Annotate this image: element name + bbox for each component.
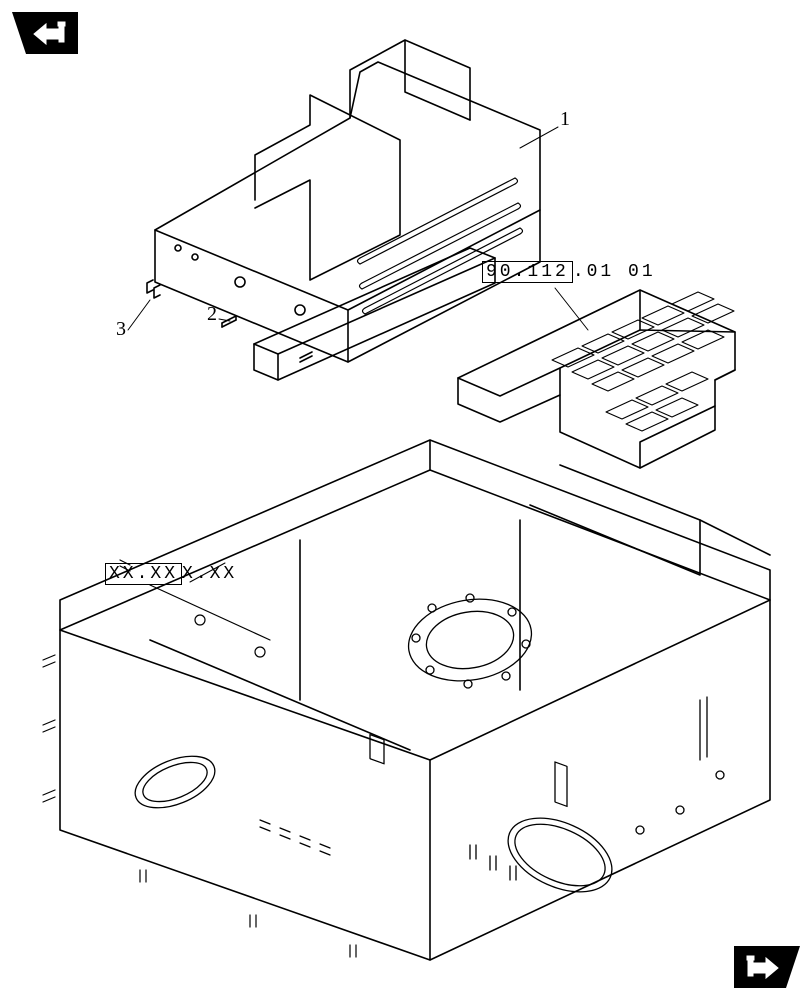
ref-upper-boxed: 90.112 [482, 261, 573, 283]
part-1-bracket [147, 40, 540, 362]
ref-lower-boxed: XX.XX [105, 563, 182, 585]
strip-plate [254, 248, 495, 380]
footstep-grille [458, 290, 735, 468]
exploded-view-drawing [0, 0, 812, 1000]
lower-box [43, 440, 770, 960]
ref-upper-tail: .01 01 [573, 262, 656, 282]
page: 1 2 3 90.112.01 01 XX.XXX.XX [0, 0, 812, 1000]
callout-1: 1 [560, 108, 571, 131]
ref-code-upper: 90.112.01 01 [482, 262, 656, 282]
ref-code-lower: XX.XXX.XX [105, 564, 237, 584]
ref-lower-tail: X.XX [182, 564, 237, 584]
callout-3: 3 [116, 318, 127, 341]
callout-2: 2 [207, 303, 218, 326]
part-2-pin [222, 316, 236, 327]
